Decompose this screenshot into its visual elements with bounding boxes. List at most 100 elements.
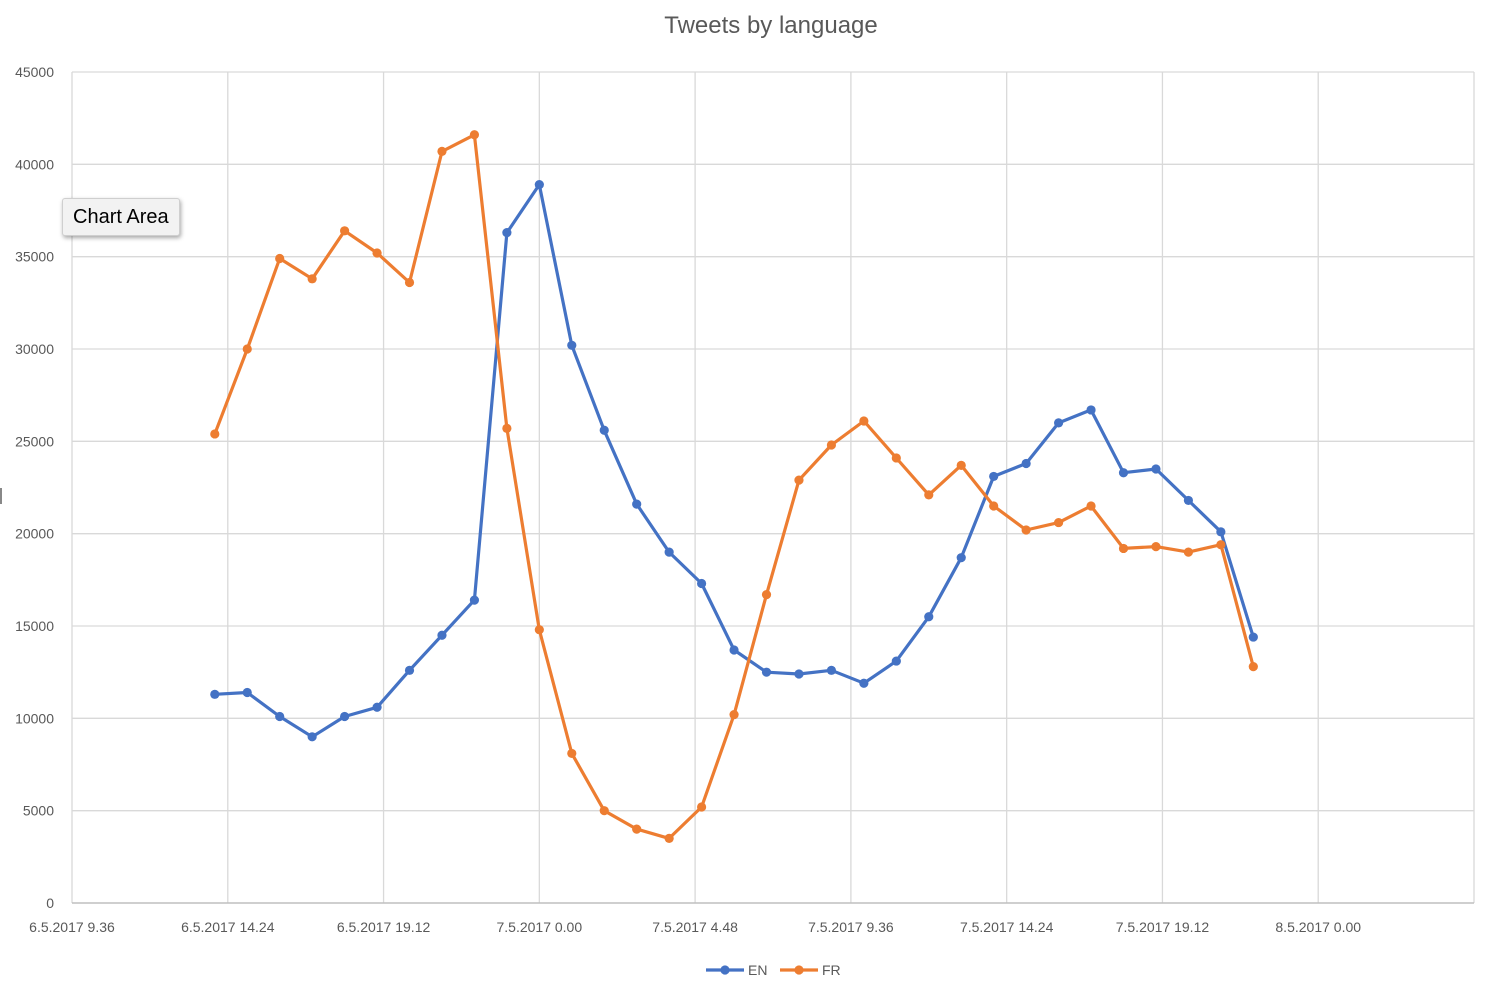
data-point-fr[interactable] <box>275 253 285 264</box>
data-point-en[interactable] <box>1216 527 1226 537</box>
data-point-en[interactable] <box>1053 418 1064 428</box>
data-point-en[interactable] <box>210 689 220 699</box>
data-point-en[interactable] <box>242 687 252 698</box>
data-point-en[interactable] <box>761 667 772 677</box>
data-point-en[interactable] <box>1183 495 1194 506</box>
legend-label: FR <box>822 962 841 978</box>
x-tick-label: 8.5.2017 0.00 <box>1275 919 1361 935</box>
data-point-en[interactable] <box>469 595 480 605</box>
data-point-en[interactable] <box>1151 464 1161 474</box>
data-point-fr[interactable] <box>307 274 317 284</box>
data-point-en[interactable] <box>437 630 447 640</box>
data-point-en[interactable] <box>1086 405 1096 415</box>
data-point-en[interactable] <box>567 340 577 350</box>
data-point-en[interactable] <box>664 547 674 557</box>
x-tick-label: 7.5.2017 19.12 <box>1116 919 1210 935</box>
data-point-fr[interactable] <box>469 130 480 140</box>
x-tick-label: 7.5.2017 4.48 <box>652 919 738 935</box>
data-point-fr[interactable] <box>599 806 609 816</box>
chart-area-tooltip: Chart Area <box>62 198 180 236</box>
data-point-en[interactable] <box>1248 632 1258 642</box>
data-point-fr[interactable] <box>534 625 544 635</box>
data-point-fr[interactable] <box>567 748 577 759</box>
y-tick-label: 40000 <box>15 156 54 172</box>
series-group <box>210 130 1258 843</box>
data-point-en[interactable] <box>307 732 317 742</box>
y-tick-label: 10000 <box>15 710 54 726</box>
x-tick-label: 6.5.2017 9.36 <box>29 919 115 935</box>
data-point-fr[interactable] <box>404 277 415 288</box>
data-point-fr[interactable] <box>664 833 674 843</box>
data-point-fr[interactable] <box>1118 543 1129 554</box>
grid-lines <box>71 71 1475 903</box>
data-point-en[interactable] <box>275 711 285 722</box>
data-point-en[interactable] <box>632 499 642 509</box>
data-point-fr[interactable] <box>340 226 350 236</box>
legend-label: EN <box>748 962 767 978</box>
data-point-fr[interactable] <box>1151 541 1161 552</box>
data-point-en[interactable] <box>924 612 934 622</box>
data-point-en[interactable] <box>826 665 837 675</box>
data-point-fr[interactable] <box>794 475 804 485</box>
data-point-fr[interactable] <box>1216 540 1226 550</box>
data-point-fr[interactable] <box>372 248 382 258</box>
data-point-en[interactable] <box>989 471 999 482</box>
data-point-fr[interactable] <box>859 416 869 426</box>
data-point-fr[interactable] <box>632 824 642 834</box>
y-tick-label: 45000 <box>15 64 54 80</box>
x-tick-label: 6.5.2017 19.12 <box>337 919 431 935</box>
data-point-fr[interactable] <box>210 429 220 439</box>
data-point-en[interactable] <box>956 553 966 563</box>
data-point-en[interactable] <box>404 665 415 675</box>
legend-swatch-marker <box>794 965 804 975</box>
data-point-fr[interactable] <box>242 344 252 354</box>
resize-handle[interactable] <box>0 488 2 504</box>
data-point-en[interactable] <box>1021 458 1031 469</box>
data-point-fr[interactable] <box>1248 662 1258 672</box>
data-point-fr[interactable] <box>891 453 901 463</box>
data-point-fr[interactable] <box>761 590 772 600</box>
chart-title: Tweets by language <box>664 12 877 39</box>
data-point-en[interactable] <box>794 669 804 679</box>
series-fr <box>210 130 1258 843</box>
data-point-fr[interactable] <box>437 146 447 157</box>
data-point-en[interactable] <box>729 645 739 655</box>
data-point-fr[interactable] <box>502 423 512 434</box>
x-tick-label: 7.5.2017 9.36 <box>808 919 894 935</box>
data-point-fr[interactable] <box>729 710 739 720</box>
y-tick-label: 25000 <box>15 433 54 449</box>
legend-entry-en[interactable]: EN <box>706 962 767 978</box>
data-point-fr[interactable] <box>1183 547 1194 557</box>
data-point-en[interactable] <box>1118 468 1129 478</box>
data-point-fr[interactable] <box>826 440 837 450</box>
data-point-en[interactable] <box>340 711 350 722</box>
data-point-en[interactable] <box>891 656 901 666</box>
y-tick-label: 5000 <box>23 803 54 819</box>
data-point-en[interactable] <box>372 702 382 712</box>
series-line-fr[interactable] <box>213 133 1255 840</box>
x-tick-label: 7.5.2017 14.24 <box>960 919 1054 935</box>
y-tick-label: 30000 <box>15 341 54 357</box>
legend[interactable]: EN FR <box>706 962 841 978</box>
series-en <box>210 180 1258 742</box>
data-point-fr[interactable] <box>924 490 934 500</box>
x-tick-label: 7.5.2017 0.00 <box>497 919 583 935</box>
data-point-fr[interactable] <box>1021 525 1031 535</box>
data-point-en[interactable] <box>502 228 512 238</box>
y-tick-label: 15000 <box>15 618 54 634</box>
data-point-en[interactable] <box>859 678 869 688</box>
data-point-fr[interactable] <box>956 460 966 470</box>
data-point-en[interactable] <box>697 578 707 589</box>
data-point-fr[interactable] <box>989 501 999 511</box>
data-point-en[interactable] <box>534 180 544 190</box>
x-tick-label: 6.5.2017 14.24 <box>181 919 275 935</box>
x-axis-tick-labels: 6.5.2017 9.36 6.5.2017 14.24 6.5.2017 19.1… <box>29 919 1361 935</box>
legend-entry-fr[interactable]: FR <box>780 962 841 978</box>
data-point-fr[interactable] <box>1053 517 1064 528</box>
y-tick-label: 20000 <box>15 526 54 542</box>
data-point-en[interactable] <box>599 425 609 435</box>
data-point-fr[interactable] <box>697 802 707 812</box>
data-point-fr[interactable] <box>1086 501 1096 511</box>
y-tick-label: 0 <box>46 895 54 911</box>
